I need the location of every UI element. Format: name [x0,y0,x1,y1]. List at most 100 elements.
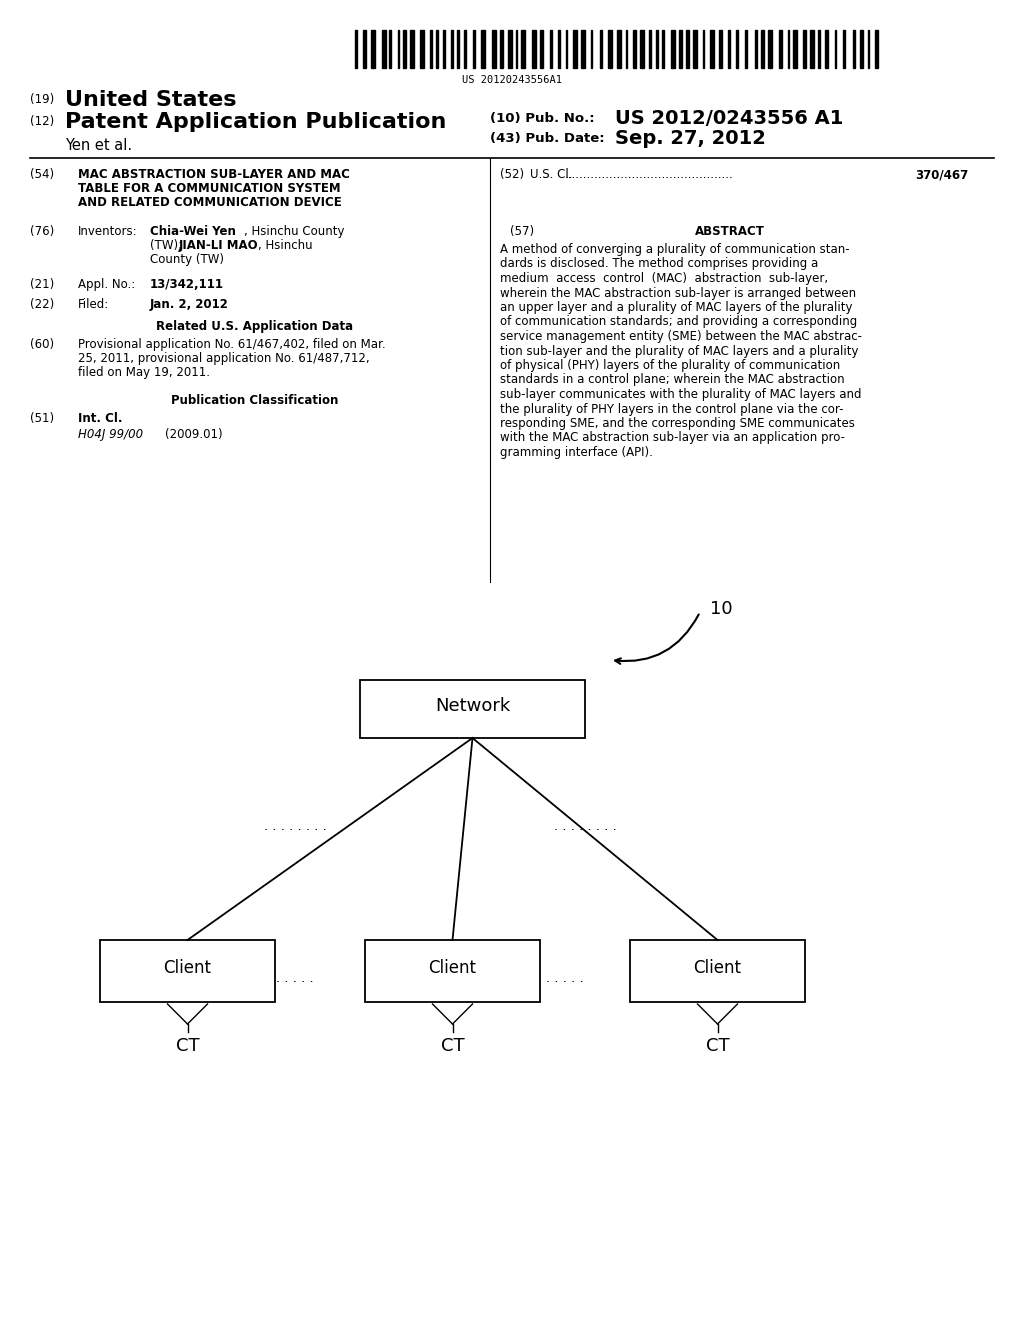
Bar [679,30,682,69]
Text: (57): (57) [510,224,535,238]
Text: 10: 10 [710,601,732,618]
Bar [744,30,746,69]
Text: filed on May 19, 2011.: filed on May 19, 2011. [78,366,210,379]
Bar [557,30,560,69]
Bar [710,30,714,69]
Bar [853,30,855,69]
Bar [810,30,814,69]
Text: US 20120243556A1: US 20120243556A1 [462,75,562,84]
Text: A method of converging a plurality of communication stan-: A method of converging a plurality of co… [500,243,850,256]
Text: CT: CT [440,1038,464,1055]
Text: with the MAC abstraction sub-layer via an application pro-: with the MAC abstraction sub-layer via a… [500,432,845,445]
Text: 370/467: 370/467 [914,168,968,181]
Text: (10) Pub. No.:: (10) Pub. No.: [490,112,595,125]
Bar [686,30,688,69]
Bar [600,30,601,69]
Text: . . . . .: . . . . . [546,972,584,985]
Text: (21): (21) [30,279,54,290]
Bar [835,30,836,69]
Bar [565,30,567,69]
Text: service management entity (SME) between the MAC abstrac-: service management entity (SME) between … [500,330,862,343]
Bar [779,30,781,69]
Text: CT: CT [706,1038,729,1055]
Bar [371,30,375,69]
Text: Inventors:: Inventors: [78,224,137,238]
Text: Publication Classification: Publication Classification [171,393,339,407]
Bar [472,30,475,69]
Text: gramming interface (API).: gramming interface (API). [500,446,653,459]
Text: . . . . . . . .: . . . . . . . . [554,820,616,833]
Text: Chia-Wei Yen: Chia-Wei Yen [150,224,236,238]
Bar [420,30,424,69]
Text: JIAN-LI MAO: JIAN-LI MAO [179,239,259,252]
Text: medium  access  control  (MAC)  abstraction  sub-layer,: medium access control (MAC) abstraction … [500,272,828,285]
Bar [451,30,453,69]
Bar [430,30,431,69]
Text: H04J 99/00: H04J 99/00 [78,428,143,441]
Text: Jan. 2, 2012: Jan. 2, 2012 [150,298,229,312]
Bar [874,30,878,69]
Bar [817,30,820,69]
Text: 25, 2011, provisional application No. 61/487,712,: 25, 2011, provisional application No. 61… [78,352,370,366]
Text: Client: Client [693,960,741,977]
Text: (51): (51) [30,412,54,425]
Bar [768,30,772,69]
Text: an upper layer and a plurality of MAC layers of the plurality: an upper layer and a plurality of MAC la… [500,301,853,314]
Text: Patent Application Publication: Patent Application Publication [65,112,446,132]
Bar [692,30,696,69]
Text: Related U.S. Application Data: Related U.S. Application Data [157,319,353,333]
Text: of communication standards; and providing a corresponding: of communication standards; and providin… [500,315,857,329]
Text: of physical (PHY) layers of the plurality of communication: of physical (PHY) layers of the pluralit… [500,359,841,372]
Text: AND RELATED COMMUNICATION DEVICE: AND RELATED COMMUNICATION DEVICE [78,195,342,209]
Text: (43) Pub. Date:: (43) Pub. Date: [490,132,604,145]
Text: Appl. No.:: Appl. No.: [78,279,135,290]
Text: United States: United States [65,90,237,110]
Bar [572,30,577,69]
Bar [410,30,414,69]
Text: standards in a control plane; wherein the MAC abstraction: standards in a control plane; wherein th… [500,374,845,387]
Text: (52): (52) [500,168,524,181]
Bar [382,30,385,69]
Text: (22): (22) [30,298,54,312]
Bar [480,30,484,69]
Text: (54): (54) [30,168,54,181]
Text: 13/342,111: 13/342,111 [150,279,224,290]
Bar [492,30,496,69]
Text: sub-layer communicates with the plurality of MAC layers and: sub-layer communicates with the pluralit… [500,388,861,401]
Text: (2009.01): (2009.01) [165,428,222,441]
Bar [464,30,466,69]
Bar [403,30,406,69]
Bar [867,30,869,69]
Text: Client: Client [164,960,212,977]
Bar [662,30,664,69]
Bar [591,30,592,69]
Bar [860,30,862,69]
Text: Network: Network [435,697,510,715]
Text: , Hsinchu: , Hsinchu [258,239,312,252]
Text: CT: CT [176,1038,200,1055]
Text: Client: Client [428,960,476,977]
Text: County (TW): County (TW) [150,253,224,267]
Text: Yen et al.: Yen et al. [65,139,132,153]
Bar [436,30,437,69]
Bar [457,30,459,69]
Text: Filed:: Filed: [78,298,110,312]
Bar [719,30,722,69]
Bar [761,30,764,69]
Bar [397,30,399,69]
Text: US 2012/0243556 A1: US 2012/0243556 A1 [615,110,844,128]
Bar [365,940,540,1002]
Text: (TW);: (TW); [150,239,186,252]
Text: . . . . .: . . . . . [276,972,313,985]
Bar [803,30,806,69]
Text: .............................................: ........................................… [565,168,734,181]
Text: ABSTRACT: ABSTRACT [695,224,765,238]
Bar [100,940,275,1002]
Text: (19): (19) [30,92,54,106]
Text: TABLE FOR A COMMUNICATION SYSTEM: TABLE FOR A COMMUNICATION SYSTEM [78,182,341,195]
Bar [389,30,390,69]
Bar [825,30,827,69]
Text: (12): (12) [30,115,54,128]
Bar [630,940,805,1002]
Bar [515,30,517,69]
